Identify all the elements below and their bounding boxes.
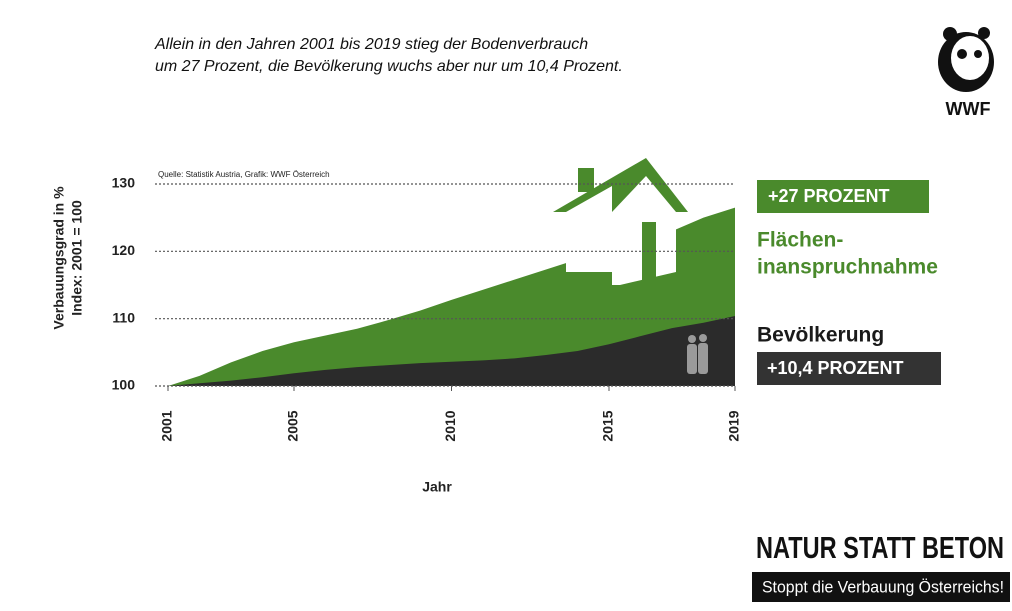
population-box <box>757 352 941 385</box>
title: um 27 Prozent, die Bevölkerung wuchs abe… <box>155 58 623 75</box>
y-axis-label: Verbauungsgrad in % <box>51 186 67 330</box>
x-tick-label: 2001 <box>159 410 175 441</box>
x-tick-label: 2010 <box>442 410 458 441</box>
x-tick-label: 2015 <box>600 410 616 441</box>
house-icon <box>553 158 688 285</box>
logo-text: WWF <box>946 99 991 119</box>
x-axis-label: Jahr <box>422 479 452 495</box>
title: Allein in den Jahren 2001 bis 2019 stieg… <box>154 36 588 53</box>
slogan-bar <box>752 572 1010 602</box>
source: Quelle: Statistik Austria, Grafik: WWF Ö… <box>158 170 330 179</box>
subslogan: Stoppt die Verbauung Österreichs! <box>762 577 1004 596</box>
slogan: NATUR STATT BETON <box>756 530 1004 565</box>
population-label: Bevölkerung <box>757 324 884 347</box>
y-tick-label: 110 <box>112 309 135 325</box>
area <box>168 315 735 386</box>
land-label: Flächen- <box>757 229 843 252</box>
land-box <box>757 180 929 213</box>
y-tick-label: 100 <box>112 377 136 393</box>
areas <box>168 207 735 386</box>
y-tick-label: 120 <box>112 242 136 258</box>
y-axis-label: Index: 2001 = 100 <box>69 200 85 316</box>
people-icon <box>687 334 708 374</box>
land-label: inanspruchnahme <box>757 256 938 279</box>
area <box>168 207 735 386</box>
land-change: +27 PROZENT <box>768 186 890 206</box>
wwf-logo: WWF <box>938 27 994 119</box>
population-change: +10,4 PROZENT <box>767 358 904 378</box>
x-tick-label: 2005 <box>285 410 301 441</box>
y-tick-label: 130 <box>112 175 136 191</box>
x-tick-label: 2019 <box>726 410 742 441</box>
